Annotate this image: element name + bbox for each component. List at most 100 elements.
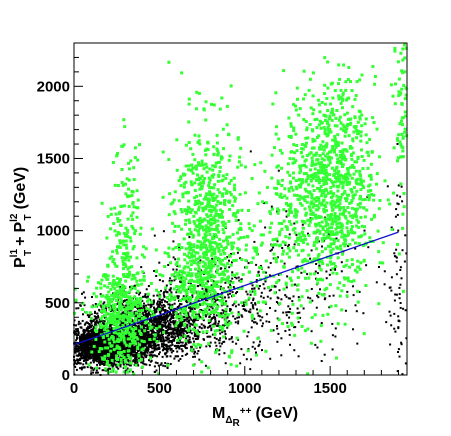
signal-point <box>111 337 115 341</box>
background-point <box>224 362 227 365</box>
background-point <box>213 336 216 339</box>
background-point <box>146 309 149 312</box>
background-point <box>79 340 81 343</box>
background-point <box>153 270 156 272</box>
background-point <box>378 266 380 268</box>
background-point <box>147 336 150 339</box>
background-point <box>264 280 267 283</box>
background-point <box>187 287 190 290</box>
signal-point <box>125 306 129 310</box>
signal-point <box>112 296 116 300</box>
signal-point <box>125 295 129 299</box>
background-point <box>161 316 164 319</box>
background-point <box>141 307 143 310</box>
background-point <box>157 337 160 339</box>
background-point <box>81 319 84 322</box>
background-point <box>150 320 153 323</box>
signal-point <box>133 332 137 336</box>
background-point <box>188 236 191 239</box>
background-point <box>272 329 275 332</box>
background-point <box>161 355 164 358</box>
signal-point <box>132 178 136 181</box>
background-point <box>165 316 168 319</box>
background-point <box>208 316 211 319</box>
background-point <box>208 345 211 348</box>
background-point <box>194 338 197 340</box>
background-point <box>177 325 180 328</box>
background-point <box>223 330 226 333</box>
background-point <box>294 283 296 286</box>
background-point <box>191 294 194 297</box>
signal-point <box>171 201 175 205</box>
background-point <box>73 347 76 350</box>
background-point <box>86 332 89 335</box>
signal-point <box>127 299 131 303</box>
signal-point <box>141 270 145 274</box>
background-point <box>164 309 167 311</box>
background-point <box>82 355 85 358</box>
signal-point <box>116 277 120 280</box>
background-point <box>404 362 407 365</box>
background-point <box>137 325 140 328</box>
background-point <box>181 349 184 352</box>
background-point <box>157 335 160 338</box>
background-point <box>209 321 212 324</box>
background-point <box>162 364 165 367</box>
background-point <box>96 363 99 366</box>
background-point <box>144 313 147 316</box>
background-point <box>93 349 96 352</box>
background-point <box>166 291 168 294</box>
background-point <box>270 288 273 291</box>
background-point <box>252 341 255 344</box>
signal-point <box>122 252 125 256</box>
background-point <box>193 320 196 323</box>
background-point <box>159 302 161 305</box>
background-point <box>179 329 182 332</box>
background-point <box>131 348 134 351</box>
background-point <box>192 348 195 351</box>
signal-point <box>125 177 129 181</box>
background-point <box>254 347 256 350</box>
signal-point <box>113 287 117 291</box>
background-point <box>147 349 150 352</box>
background-point <box>299 316 302 319</box>
background-point <box>172 240 175 243</box>
background-point <box>227 293 230 296</box>
signal-point <box>142 255 146 259</box>
signal-point <box>105 317 108 321</box>
background-point <box>334 327 337 330</box>
signal-point <box>218 165 222 169</box>
background-point <box>241 304 244 307</box>
background-point <box>102 344 105 347</box>
background-point <box>146 327 149 330</box>
background-point <box>119 344 122 347</box>
background-point <box>210 327 213 330</box>
background-point <box>156 362 159 365</box>
background-point <box>219 337 222 340</box>
background-point <box>210 318 213 321</box>
signal-point <box>120 330 124 334</box>
signal-point <box>116 184 120 187</box>
background-point <box>105 340 108 343</box>
background-point <box>158 306 161 308</box>
signal-point <box>122 339 126 343</box>
background-point <box>144 334 147 337</box>
background-point <box>153 317 155 320</box>
signal-point <box>136 158 140 162</box>
background-point <box>131 345 134 347</box>
background-point <box>116 303 118 305</box>
background-point <box>150 305 153 307</box>
signal-point <box>128 236 132 240</box>
signal-point <box>116 314 120 318</box>
background-point <box>150 341 153 344</box>
signal-point <box>130 327 134 331</box>
signal-point <box>136 301 140 305</box>
background-point <box>75 301 78 303</box>
background-point <box>160 331 163 334</box>
background-point <box>393 252 396 255</box>
background-point <box>398 286 401 289</box>
signal-point <box>135 279 139 283</box>
background-point <box>237 338 240 341</box>
background-point <box>230 336 233 339</box>
background-point <box>203 293 206 296</box>
